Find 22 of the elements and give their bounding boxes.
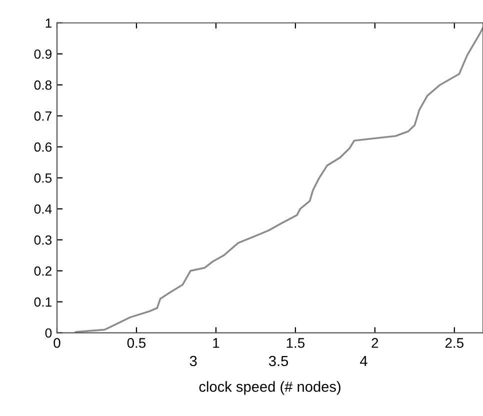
x-axis-title: clock speed (# nodes) (199, 381, 340, 395)
x-tick-label: 2.5 (445, 338, 464, 348)
y-tick-label: 0.1 (34, 297, 52, 307)
y-tick-label: 0.6 (34, 142, 52, 152)
text: 3 (190, 356, 197, 366)
y-tick-label: 0 (45, 328, 52, 338)
y-tick-label: 0.5 (34, 173, 52, 183)
y-tick-label: 0.2 (34, 266, 52, 276)
x-tick-label: 2 (372, 338, 378, 348)
y-tick-label: 1 (46, 18, 52, 28)
x-tick-label: 0.5 (127, 338, 146, 348)
y-tick-label: 0.7 (34, 111, 52, 121)
x-tick-label: 0 (54, 338, 60, 348)
y-tick-label: 0.9 (34, 49, 52, 59)
x-tick-label: 1 (213, 338, 220, 348)
y-tick-label: 0.3 (34, 235, 52, 245)
y-tick-label: 0.8 (34, 80, 52, 90)
line-series (74, 26, 483, 333)
text: 4 (360, 356, 368, 366)
x-tick-label: 1.5 (286, 338, 304, 348)
text: 3.5 (268, 356, 288, 366)
y-tick-label: 0.4 (34, 204, 52, 214)
